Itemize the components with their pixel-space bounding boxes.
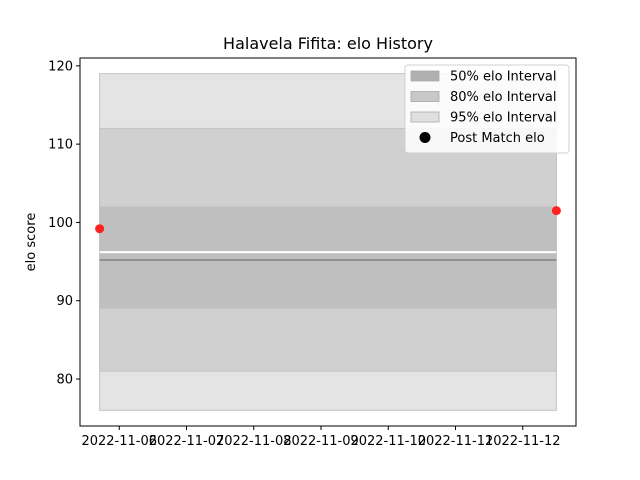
x-tick-label: 2022-11-09 xyxy=(283,434,359,449)
legend-marker xyxy=(419,132,431,143)
y-tick-label: 120 xyxy=(48,59,73,74)
y-tick-label: 80 xyxy=(56,373,73,388)
legend-label-4: Post Match elo xyxy=(450,131,545,146)
x-tick-label: 2022-11-08 xyxy=(216,434,292,449)
legend: 50% elo Interval 80% elo Interval 95% elo … xyxy=(404,64,570,154)
x-tick-label: 2022-11-07 xyxy=(149,434,225,449)
legend-swatch-1 xyxy=(410,70,440,82)
legend-label-1: 50% elo Interval xyxy=(450,70,557,85)
y-axis-ticks: 80 90 100 110 120 xyxy=(48,59,80,388)
legend-swatch-3 xyxy=(410,111,440,123)
band-3 xyxy=(99,206,557,310)
x-tick-label: 2022-11-11 xyxy=(418,434,494,449)
post-match-points xyxy=(95,206,561,234)
x-axis-ticks: 2022-11-062022-11-072022-11-082022-11-09… xyxy=(81,426,561,449)
legend-label-3: 95% elo Interval xyxy=(450,111,557,126)
y-tick-label: 110 xyxy=(48,138,73,153)
data-point-1 xyxy=(95,224,105,234)
legend-box xyxy=(404,64,570,154)
reference-lines xyxy=(99,251,557,261)
y-axis-label: elo score xyxy=(24,213,39,272)
x-tick-label: 2022-11-06 xyxy=(81,434,157,449)
x-tick-label: 2022-11-12 xyxy=(485,434,561,449)
legend-label-2: 80% elo Interval xyxy=(450,90,557,105)
y-tick-label: 90 xyxy=(56,294,73,309)
data-point-2 xyxy=(551,206,561,216)
x-tick-label: 2022-11-10 xyxy=(350,434,426,449)
legend-swatch-2 xyxy=(410,91,440,102)
axes-frame xyxy=(79,57,577,427)
chart-title: Halavela Fifita: elo History xyxy=(223,34,433,53)
y-tick-label: 100 xyxy=(48,216,73,231)
